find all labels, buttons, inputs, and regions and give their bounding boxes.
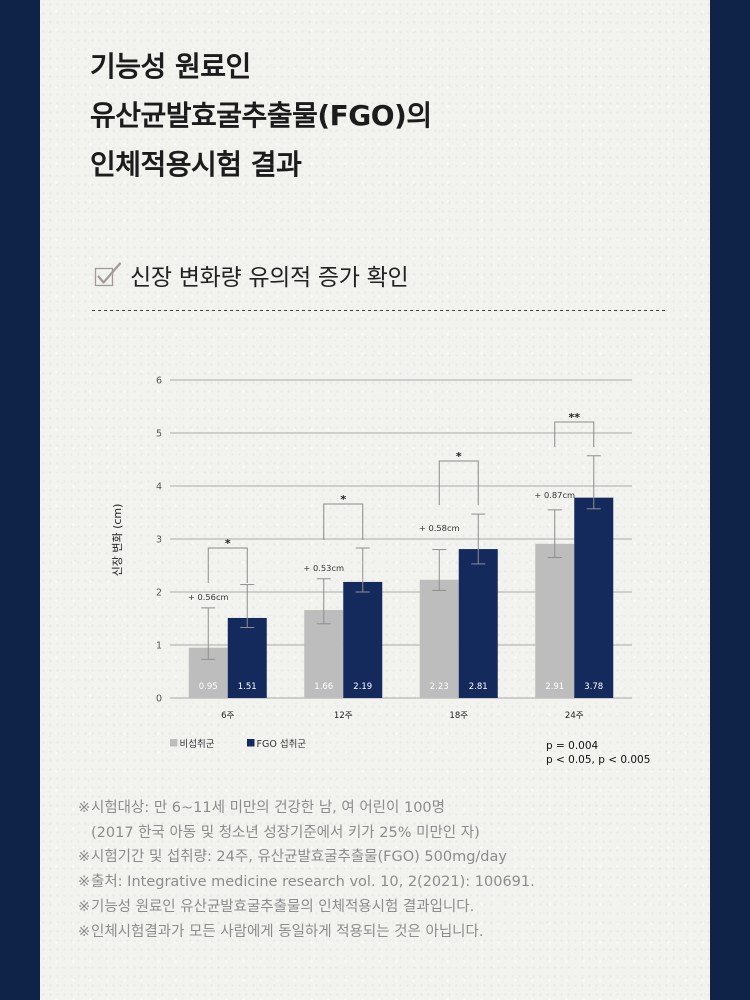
title-line: 유산균발효굴추출물(FGO)의 [90,99,432,132]
right-frame-border [710,0,750,1000]
y-tick-label: 3 [156,535,162,546]
legend-label-fgo-group: FGO 섭취군 [257,739,307,750]
significance-bracket [554,421,595,447]
x-tick-labels: 6주 12주 18주 24주 [221,711,584,721]
footnote-text: 시험대상: 만 6~11세 미만의 건강한 남, 여 어린이 100명 [91,800,445,816]
bar-fgo-group [343,581,383,698]
significance-bracket [207,547,248,583]
y-axis-label: 신장 변화 (cm) [111,504,124,577]
legend: 비섭취군 FGO 섭취군 [170,739,306,750]
y-tick-label: 2 [156,588,162,599]
footnote-text: 기능성 원료인 유산균발효굴추출물의 인체적용시험 결과입니다. [91,898,475,915]
bar-fgo-group [458,549,498,698]
y-tick-label: 5 [156,429,162,440]
legend-swatch-control-group [170,739,178,747]
significance-mark: * [340,493,346,506]
footnote: ※시험기간 및 섭취량: 24주, 유산균발효굴추출물(FGO) 500mg/d… [78,845,535,870]
bar-control-group [304,610,344,698]
footnote-marker: ※ [78,849,91,866]
bar-value-label: 3.78 [584,682,603,692]
bar-value-label: 1.66 [314,682,333,692]
bar-control-group [419,579,459,698]
significance-mark: * [225,537,231,550]
footnote-marker: ※ [78,800,91,816]
significance-annotations: * + 0.56cm * + 0.53cm * + 0.58cm ** + 0.87cm [188,411,595,602]
p-value-note: p < 0.05, p < 0.005 [546,754,650,766]
bar-value-label: 1.51 [238,682,257,692]
footnote-text: (2017 한국 아동 및 청소년 성장기준에서 키가 25% 미만인 자) [91,824,480,841]
bars: 0.95 1.66 2.23 2.91 1.51 2.19 2.81 3.78 [188,497,614,698]
bar-value-label: 2.81 [469,682,488,692]
footnotes: ※시험대상: 만 6~11세 미만의 건강한 남, 여 어린이 100명 (20… [78,796,535,944]
subheading: 신장 변화량 유의적 증가 확인 [94,260,409,291]
bar-chart: 0 1 2 3 4 5 6 0.95 1.66 2.23 2.91 1.51 2.19 2.81 3.78… [111,376,650,767]
bar-value-label: 2.23 [430,682,449,692]
footnote-text: 시험기간 및 섭취량: 24주, 유산균발효굴추출물(FGO) 500mg/da… [91,849,507,866]
footnote-marker: ※ [78,874,91,891]
footnote-marker: ※ [78,898,91,915]
title-line: 기능성 원료인 [90,50,251,83]
p-value-notes: p = 0.004 p < 0.05, p < 0.005 [546,740,650,766]
y-tick-label: 0 [156,694,162,705]
significance-mark: ** [568,411,580,424]
footnote: ※출처: Integrative medicine research vol. … [78,870,535,895]
p-value-note: p = 0.004 [546,740,599,752]
difference-label: + 0.87cm [534,490,575,500]
footnote-text: 인체시험결과가 모든 사람에게 동일하게 적용되는 것은 아닙니다. [91,923,484,940]
x-tick-label: 18주 [449,711,468,721]
significance-bracket [438,460,479,505]
footnote: ※시험대상: 만 6~11세 미만의 건강한 남, 여 어린이 100명 [78,796,535,821]
footnote: ※기능성 원료인 유산균발효굴추출물의 인체적용시험 결과입니다. [78,895,535,920]
difference-label: + 0.58cm [419,523,460,533]
y-tick-label: 1 [156,641,162,652]
legend-label-control-group: 비섭취군 [180,739,215,750]
x-tick-label: 24주 [565,711,584,721]
page-title: 기능성 원료인 유산균발효굴추출물(FGO)의 인체적용시험 결과 [90,42,432,189]
x-tick-label: 12주 [334,711,353,721]
error-bars [201,455,601,660]
bar-control-group [535,543,575,698]
x-tick-label: 6주 [221,711,234,721]
y-tick-label: 6 [156,376,162,387]
dashed-divider [92,310,665,311]
difference-label: + 0.53cm [303,563,344,573]
difference-label: + 0.56cm [188,592,229,602]
bar-fgo-group [227,617,267,698]
bar-value-label: 2.91 [545,682,564,692]
significance-mark: * [456,450,462,463]
bar-value-label: 0.95 [199,682,218,692]
subheading-text: 신장 변화량 유의적 증가 확인 [130,265,409,291]
bar-fgo-group [574,497,614,698]
title-line: 인체적용시험 결과 [90,148,302,181]
y-tick-label: 4 [156,482,162,493]
significance-bracket [323,503,364,540]
left-frame-border [0,0,40,1000]
footnote-marker: ※ [78,923,91,940]
bar-value-label: 2.19 [353,682,372,692]
footnote: ※인체시험결과가 모든 사람에게 동일하게 적용되는 것은 아닙니다. [78,920,535,945]
legend-swatch-fgo-group [247,739,255,747]
footnote-continuation: (2017 한국 아동 및 청소년 성장기준에서 키가 25% 미만인 자) [78,821,535,846]
footnote-text: 출처: Integrative medicine research vol. 1… [91,874,535,891]
checkbox-check-icon [94,261,122,289]
